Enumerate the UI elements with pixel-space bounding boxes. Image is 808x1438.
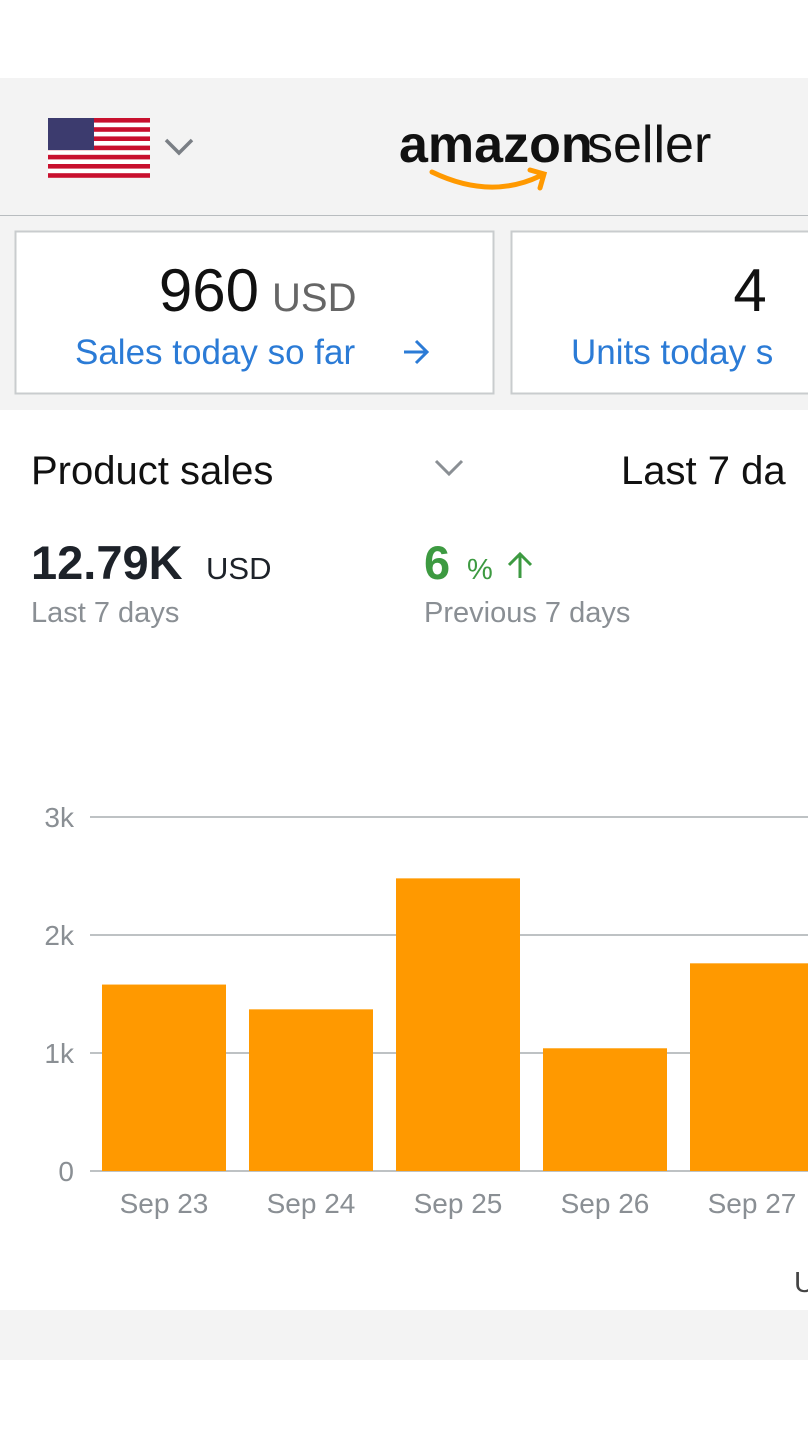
card-link[interactable]: Sales today so far [75,333,355,372]
period-selector[interactable]: Last 7 da [621,449,786,493]
logo-brand: amazon [399,116,593,174]
logo-product: seller [587,116,711,174]
country-chevron[interactable] [164,138,194,156]
y-tick-label: 2k [44,920,75,951]
card-link[interactable]: Units today s [571,333,773,372]
change-value: 6 [424,536,450,589]
logo-smile [429,167,548,191]
total-value: 12.79K [31,536,183,589]
y-tick-label: 1k [44,1038,75,1069]
y-tick-label: 0 [58,1156,74,1187]
bar [102,984,226,1171]
bottom-strip [0,1310,808,1360]
total-unit: USD [206,551,271,586]
total-caption: Last 7 days [31,597,179,629]
units-card[interactable] [510,230,808,395]
card-unit: USD [272,276,356,320]
link-arrow [404,339,430,365]
chart: 0 1k 2k 3k Sep 23 Sep 24 Sep 25 Sep 26 Sep 27 [44,802,808,1219]
x-tick-label: Sep 27 [708,1188,797,1219]
y-tick-label: 3k [44,802,75,833]
x-tick-label: Sep 23 [120,1188,209,1219]
sales-card[interactable] [14,230,495,395]
change-caption: Previous 7 days [424,597,630,629]
bar [249,1009,373,1171]
x-tick-label: Sep 25 [414,1188,503,1219]
bar [396,878,520,1171]
bar [690,963,808,1171]
card-value: 960 [159,257,259,324]
selector-chevron[interactable] [434,459,464,477]
card-value: 4 [733,257,766,324]
change-arrow [507,551,533,578]
footer-text: U [794,1267,808,1299]
change-unit: % [467,554,493,586]
metric-selector[interactable]: Product sales [31,449,273,493]
x-tick-label: Sep 24 [267,1188,356,1219]
x-tick-label: Sep 26 [561,1188,650,1219]
flag[interactable] [48,118,150,178]
bar [543,1048,667,1171]
